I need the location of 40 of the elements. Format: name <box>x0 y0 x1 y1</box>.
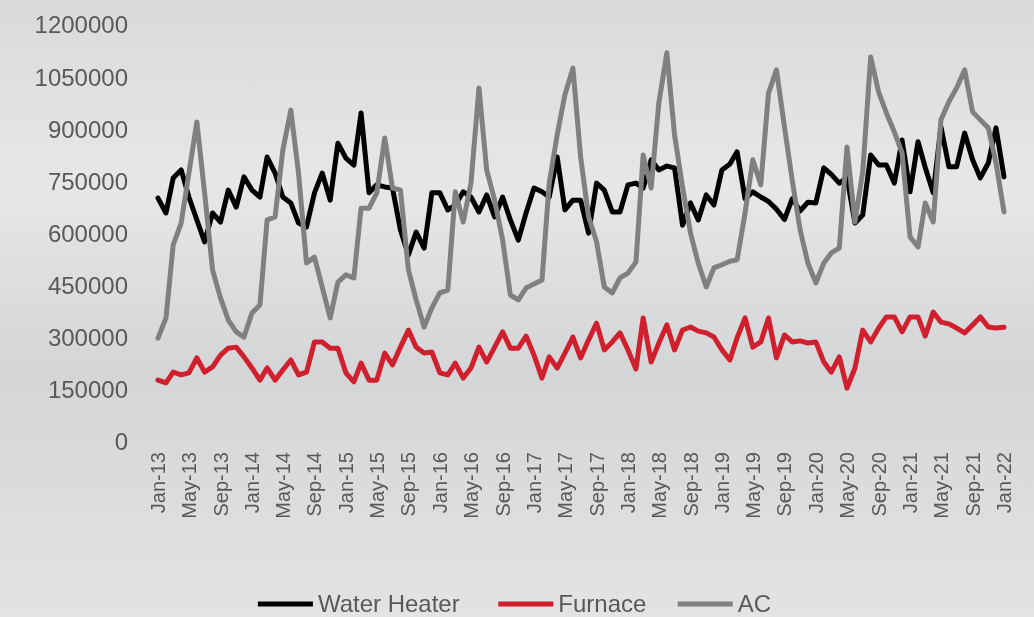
y-tick-label: 1200000 <box>34 11 128 39</box>
y-tick-label: 150000 <box>47 376 128 404</box>
x-tick-label: Jan-15 <box>334 452 357 514</box>
x-tick-label: Sep-21 <box>961 452 984 517</box>
x-tick-label: Sep-17 <box>585 452 608 517</box>
x-tick-label: Jan-13 <box>147 452 169 514</box>
y-tick-label: 1050000 <box>34 63 128 91</box>
x-tick-label: Sep-15 <box>397 452 420 517</box>
x-tick-label: Jan-16 <box>428 452 451 514</box>
x-tick-label: Sep-18 <box>679 452 702 517</box>
legend-label: AC <box>737 590 772 617</box>
x-tick-label: Jan-20 <box>804 452 827 514</box>
x-tick-label: Jan-21 <box>899 452 922 514</box>
x-tick-label: Jan-18 <box>616 452 639 514</box>
y-tick-label: 0 <box>114 428 128 456</box>
x-tick-label: May-13 <box>177 452 200 519</box>
y-tick-label: 450000 <box>47 272 128 300</box>
x-tick-label: Jan-14 <box>240 452 263 514</box>
legend-label: Water Heater <box>317 590 460 617</box>
x-tick-label: May-14 <box>271 452 294 519</box>
x-tick-label: May-18 <box>647 452 670 519</box>
y-tick-label: 750000 <box>47 167 128 195</box>
x-tick-label: Jan-17 <box>523 452 546 514</box>
x-tick-label: May-15 <box>365 452 388 519</box>
x-tick-label: Jan-19 <box>710 452 733 514</box>
x-tick-label: May-19 <box>741 452 764 519</box>
x-tick-label: Sep-16 <box>491 452 514 517</box>
x-tick-label: May-20 <box>836 452 858 519</box>
legend-label: Furnace <box>558 590 647 617</box>
x-tick-label: May-16 <box>459 452 482 519</box>
y-tick-label: 300000 <box>47 324 128 352</box>
x-tick-label: Sep-20 <box>867 452 890 517</box>
x-tick-label: May-17 <box>553 452 576 519</box>
x-tick-label: Jan-22 <box>993 452 1015 514</box>
y-tick-label: 600000 <box>47 219 128 247</box>
x-tick-label: May-21 <box>929 452 952 519</box>
x-tick-label: Sep-13 <box>209 452 232 517</box>
x-tick-label: Sep-14 <box>303 452 326 517</box>
y-tick-label: 900000 <box>47 115 128 143</box>
x-tick-label: Sep-19 <box>773 452 796 517</box>
